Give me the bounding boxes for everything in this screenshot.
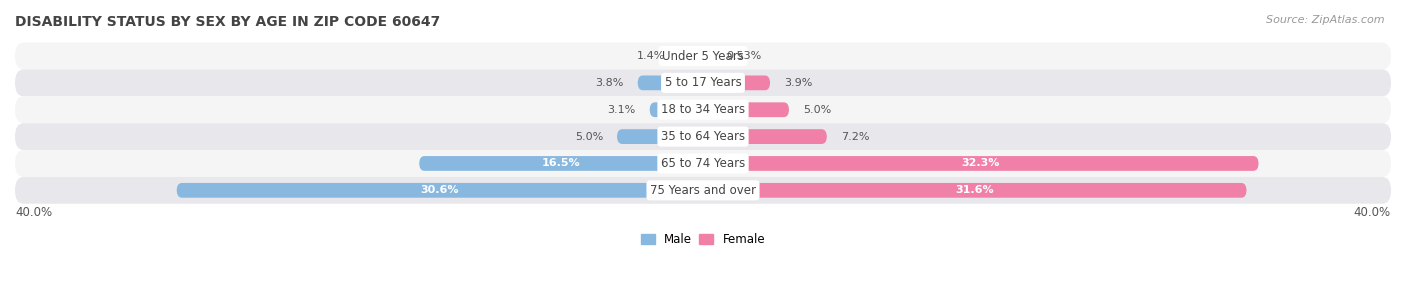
Text: 40.0%: 40.0% [1354, 206, 1391, 219]
Text: Under 5 Years: Under 5 Years [662, 50, 744, 63]
FancyBboxPatch shape [15, 69, 1391, 96]
Text: 35 to 64 Years: 35 to 64 Years [661, 130, 745, 143]
Legend: Male, Female: Male, Female [636, 228, 770, 250]
FancyBboxPatch shape [650, 102, 703, 117]
FancyBboxPatch shape [679, 49, 703, 64]
FancyBboxPatch shape [703, 156, 1258, 171]
Text: 3.1%: 3.1% [607, 105, 636, 115]
FancyBboxPatch shape [703, 49, 711, 64]
FancyBboxPatch shape [15, 150, 1391, 177]
Text: 16.5%: 16.5% [541, 158, 581, 168]
FancyBboxPatch shape [703, 183, 1247, 198]
Text: 0.53%: 0.53% [725, 51, 761, 61]
FancyBboxPatch shape [15, 177, 1391, 204]
Text: 5 to 17 Years: 5 to 17 Years [665, 76, 741, 89]
Text: 3.9%: 3.9% [783, 78, 813, 88]
Text: 75 Years and over: 75 Years and over [650, 184, 756, 197]
Text: 7.2%: 7.2% [841, 132, 869, 142]
FancyBboxPatch shape [703, 102, 789, 117]
FancyBboxPatch shape [15, 96, 1391, 123]
FancyBboxPatch shape [419, 156, 703, 171]
Text: 65 to 74 Years: 65 to 74 Years [661, 157, 745, 170]
Text: 18 to 34 Years: 18 to 34 Years [661, 103, 745, 116]
FancyBboxPatch shape [703, 75, 770, 90]
FancyBboxPatch shape [638, 75, 703, 90]
Text: 40.0%: 40.0% [15, 206, 52, 219]
Text: 30.6%: 30.6% [420, 185, 460, 195]
FancyBboxPatch shape [703, 129, 827, 144]
Text: 5.0%: 5.0% [803, 105, 831, 115]
FancyBboxPatch shape [617, 129, 703, 144]
Text: 3.8%: 3.8% [596, 78, 624, 88]
Text: 1.4%: 1.4% [637, 51, 665, 61]
Text: 32.3%: 32.3% [962, 158, 1000, 168]
FancyBboxPatch shape [177, 183, 703, 198]
Text: Source: ZipAtlas.com: Source: ZipAtlas.com [1267, 15, 1385, 25]
FancyBboxPatch shape [15, 123, 1391, 150]
Text: 5.0%: 5.0% [575, 132, 603, 142]
Text: DISABILITY STATUS BY SEX BY AGE IN ZIP CODE 60647: DISABILITY STATUS BY SEX BY AGE IN ZIP C… [15, 15, 440, 29]
FancyBboxPatch shape [15, 43, 1391, 69]
Text: 31.6%: 31.6% [956, 185, 994, 195]
